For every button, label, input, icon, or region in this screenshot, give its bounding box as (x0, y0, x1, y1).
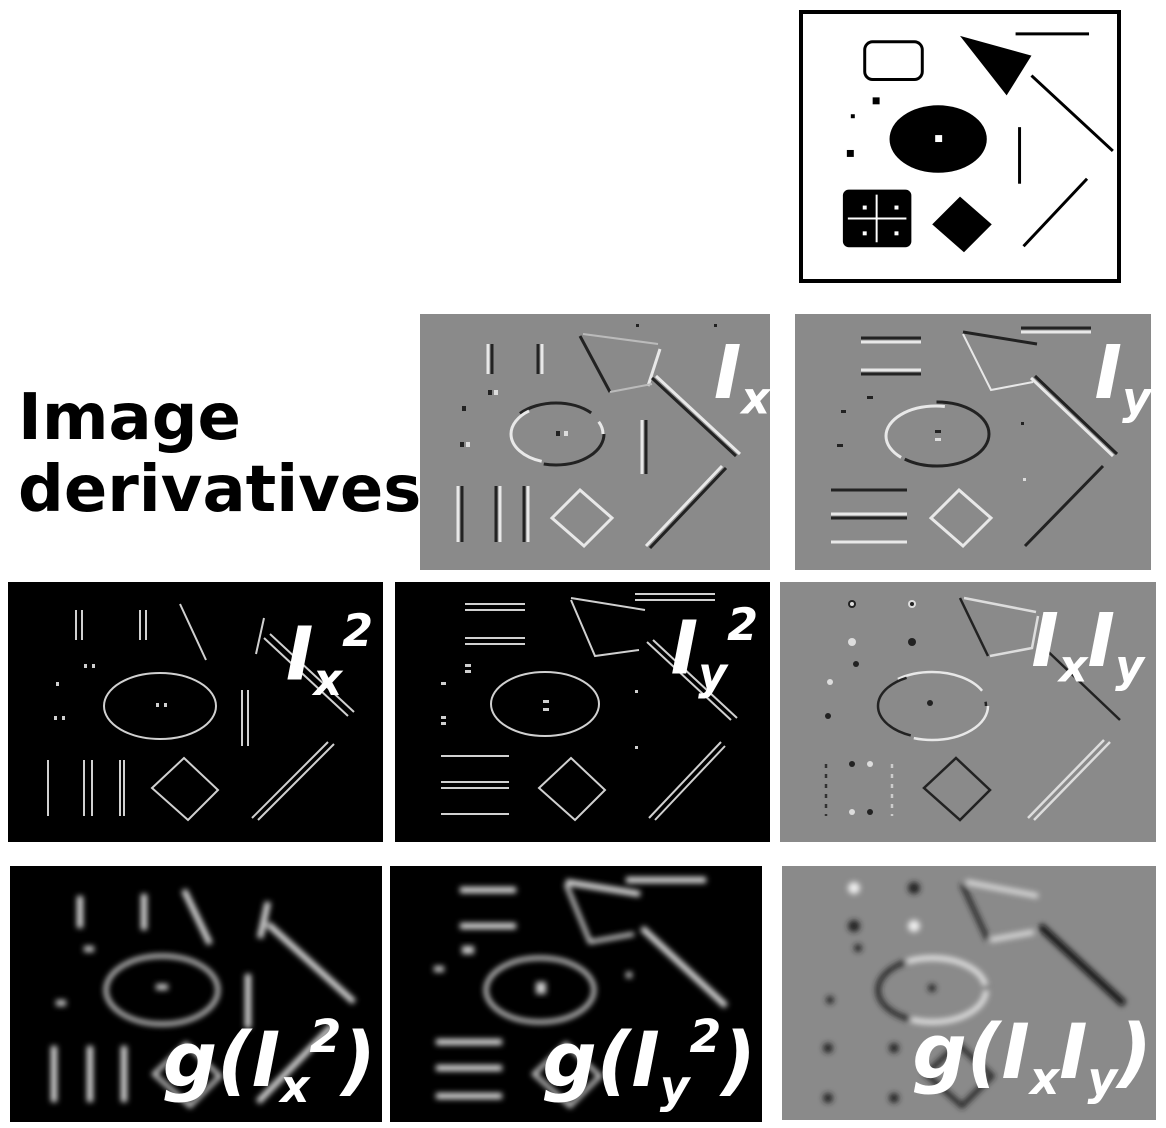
label-gixiy-post: ) (1117, 1007, 1152, 1096)
label-iy2-base: I (670, 605, 699, 692)
label-giy2-pre: g( (542, 1015, 632, 1105)
label-gix2: g(Ix2) (163, 1014, 376, 1110)
ixiy-panel: IxIy (780, 582, 1156, 842)
label-ix2-sub: x (313, 654, 343, 706)
ixiy-image (824, 596, 1121, 822)
label-ixiy-sub1: x (1058, 641, 1088, 693)
iy2-panel: Iy2 (395, 582, 770, 842)
giy2-panel: g(Iy2) (390, 866, 762, 1122)
label-gixiy-base2: I (1059, 1007, 1088, 1096)
iy-image (831, 326, 1119, 549)
title-line-2: derivatives (18, 453, 422, 527)
label-ix2-base: I (285, 611, 314, 698)
label-gix2-sub: x (280, 1060, 310, 1114)
label-iy2-sub: y (698, 648, 728, 700)
iy2-image (441, 593, 738, 822)
label-iy-base: I (1094, 330, 1123, 416)
gixiy-panel: g(IxIy) (782, 866, 1156, 1120)
original-image (842, 32, 1114, 253)
label-gixiy-base1: I (1001, 1007, 1030, 1096)
label-iy2-sup: 2 (727, 600, 758, 651)
title: Image derivatives (18, 382, 421, 526)
label-iy2: Iy2 (670, 603, 758, 700)
ix2-panel: Ix2 (8, 582, 383, 842)
giy2-image (434, 877, 729, 1109)
label-giy2: g(Iy2) (542, 1014, 756, 1110)
label-giy2-sup: 2 (689, 1010, 722, 1063)
label-ix-base: I (713, 330, 742, 416)
label-gix2-sup: 2 (309, 1010, 342, 1063)
label-iy: Iy (1095, 336, 1151, 422)
label-giy2-base: I (631, 1015, 660, 1105)
label-gixiy-pre: g( (912, 1007, 1002, 1096)
label-giy2-post: ) (721, 1015, 756, 1105)
ix-image (456, 324, 742, 550)
label-gixiy: g(IxIy) (912, 1014, 1152, 1102)
label-giy2-sub: y (659, 1060, 690, 1114)
title-line-1: Image (18, 381, 241, 455)
label-gix2-base: I (251, 1015, 281, 1105)
original-image-panel (799, 10, 1121, 283)
label-ixiy: IxIy (1031, 604, 1144, 690)
ix2-image (47, 603, 355, 822)
label-ix-sub: x (741, 373, 770, 425)
label-ix2: Ix2 (285, 609, 373, 706)
label-gix2-post: ) (341, 1015, 376, 1105)
gixiy-image (823, 879, 1127, 1110)
label-ixiy-base2: I (1087, 598, 1116, 684)
label-ix2-sup: 2 (342, 606, 373, 657)
label-ixiy-base1: I (1031, 598, 1059, 684)
label-ix: Ix (714, 336, 770, 422)
gix2-image (51, 888, 357, 1109)
label-iy-sub: y (1122, 373, 1151, 425)
iy-panel: Iy (795, 314, 1151, 570)
ix-panel: Ix (420, 314, 770, 570)
label-gixiy-sub1: x (1029, 1051, 1060, 1105)
gix2-panel: g(Ix2) (10, 866, 382, 1122)
label-ixiy-sub2: y (1115, 641, 1144, 693)
label-gixiy-sub2: y (1087, 1051, 1118, 1105)
label-gix2-pre: g( (162, 1015, 252, 1105)
